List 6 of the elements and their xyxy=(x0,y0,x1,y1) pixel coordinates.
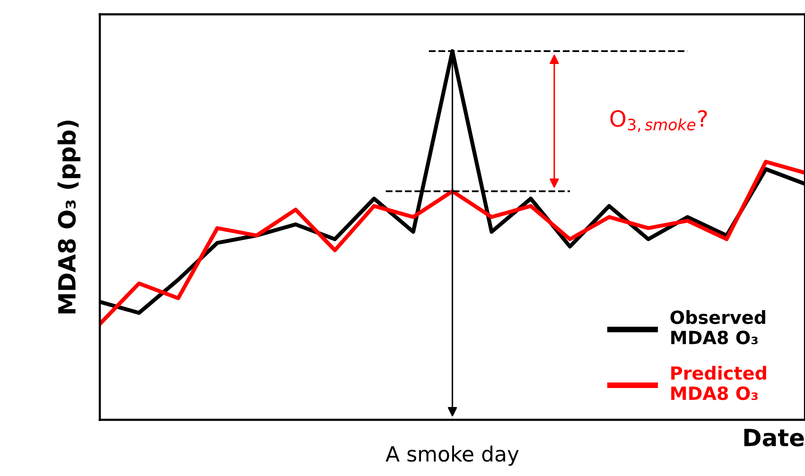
y-axis-title: MDA8 O₃ (ppb) xyxy=(58,120,80,314)
legend-label: Observed MDA8 O₃ xyxy=(670,310,766,344)
text: A smoke day xyxy=(386,446,519,466)
legend-label: Predicted MDA8 O₃ xyxy=(671,366,766,400)
x-axis-title: Date xyxy=(744,428,804,446)
annotation: O$_{3,smoke}$? xyxy=(610,110,707,132)
